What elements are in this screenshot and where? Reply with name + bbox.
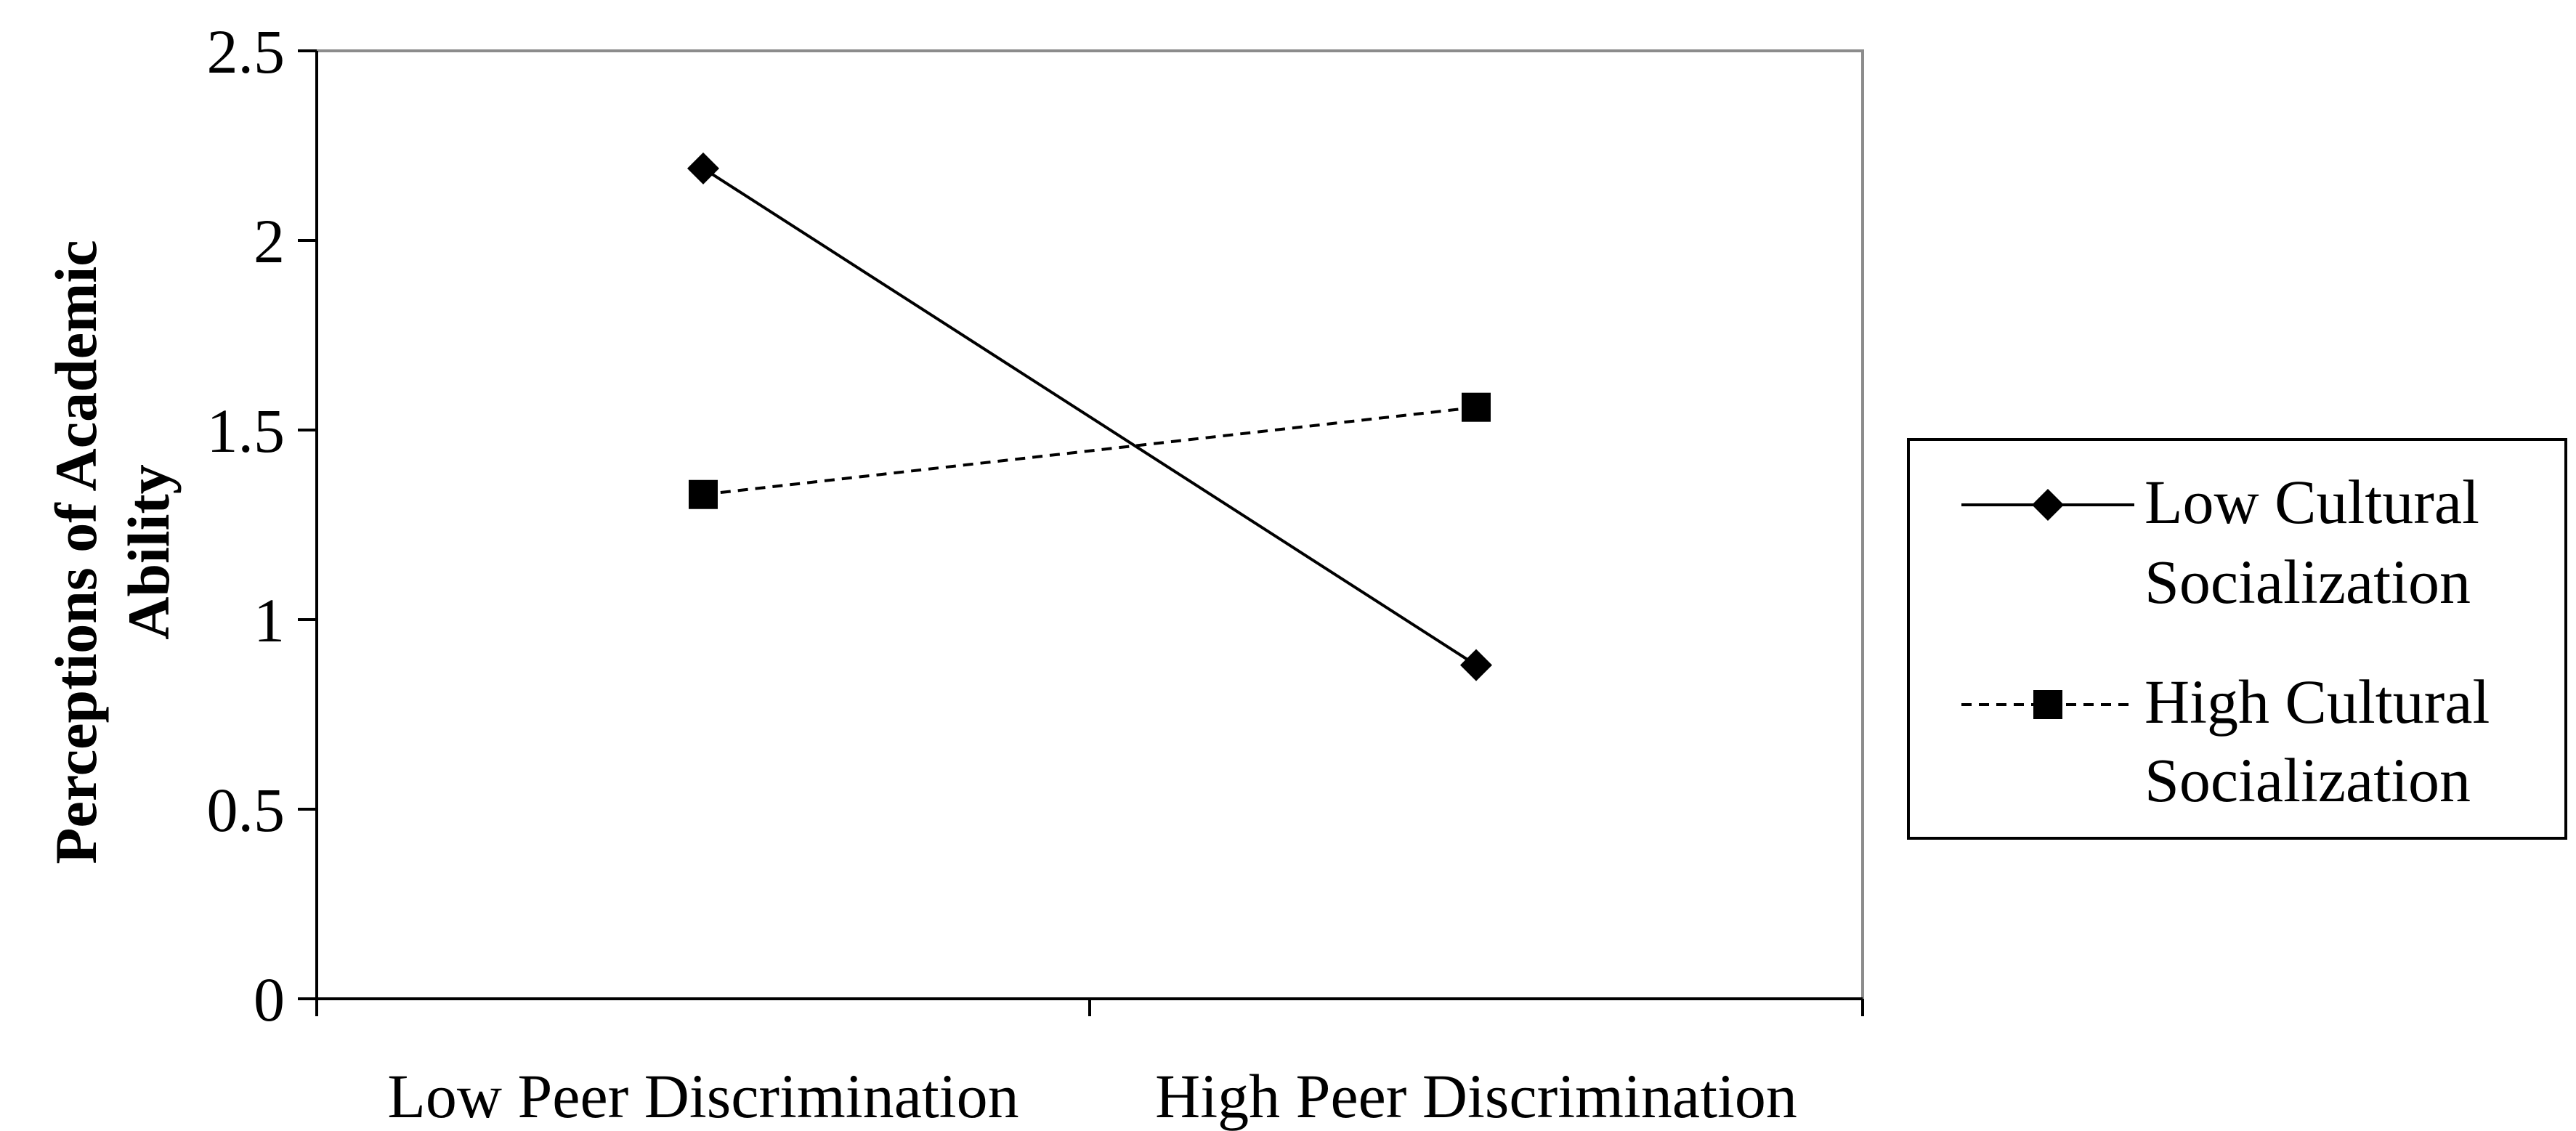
series-low-cultural-socialization [687,152,1492,681]
legend-item: Low Cultural Socialization [1961,467,2479,617]
y-axis-title: Perceptions of Academic Ability [43,240,182,864]
axis-labels: 0 0.5 1 1.5 2 2.5 Low Peer Discrimination High … [43,17,1797,1131]
y-tick-label: 1.5 [207,396,285,466]
x-tick-label: High Peer Discrimination [1155,1061,1797,1131]
y-tick-label: 0.5 [207,775,285,845]
x-tick-label: Low Peer Discrimination [387,1061,1018,1131]
series-line [702,405,1477,496]
y-tick-label: 0 [254,965,285,1034]
data-point [687,152,719,185]
plot-area-frame [315,49,1864,1000]
legend-marker [2033,690,2062,719]
series-high-cultural-socialization [689,392,1491,509]
data-point [689,479,718,509]
y-tick-label: 2 [254,206,285,276]
legend-label: Low Cultural Socialization [2144,467,2479,617]
series-layer [687,152,1492,681]
legend: Low Cultural Socialization High Cultural So… [1907,438,2567,840]
y-tick-label: 1 [254,585,285,655]
axes [298,49,1864,1016]
y-tick-label: 2.5 [207,17,285,86]
legend-items: Low Cultural Socialization High Cultural So… [1961,467,2490,815]
data-point [1460,649,1492,681]
data-point [1462,392,1491,422]
legend-item: High Cultural Socialization [1961,667,2490,815]
legend-marker [2032,489,2064,521]
legend-label: High Cultural Socialization [2144,667,2490,815]
series-line [702,167,1478,667]
